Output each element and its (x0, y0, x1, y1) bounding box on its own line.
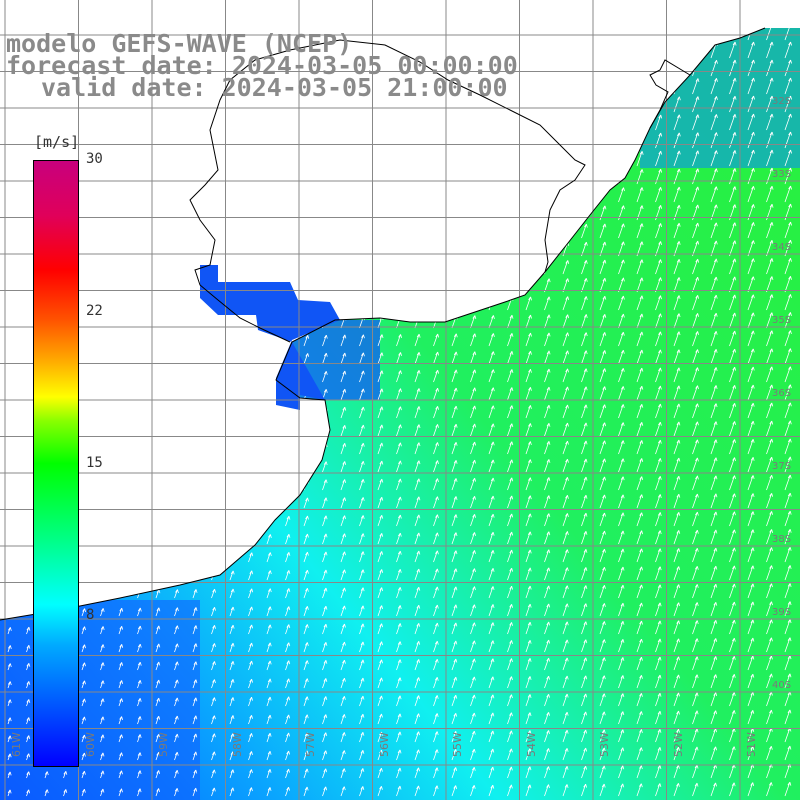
estuary-water (200, 265, 340, 410)
lon-label: 56W (377, 732, 391, 757)
forecast-date: forecast date: 2024-03-05 00:00:00 (6, 51, 518, 80)
valid-date: valid date: 2024-03-05 21:00:00 (41, 73, 508, 102)
lon-label: 57W (304, 732, 317, 757)
lagoon-coast (649, 59, 691, 129)
colorbar-unit: [m/s] (34, 133, 80, 151)
lon-label: 54W (524, 732, 538, 757)
lon-label: 59W (157, 732, 170, 757)
colorbar-tick-30: 30 (86, 151, 103, 167)
model-title: modelo GEFS-WAVE (NCEP) (6, 29, 353, 58)
river-coast (189, 39, 586, 343)
lon-label: 52W (671, 732, 685, 757)
colorbar (33, 160, 79, 767)
colorbar-tick-22: 22 (86, 303, 103, 319)
lon-label: 58W (230, 732, 244, 757)
coastline (0, 27, 766, 621)
lat-label: 35S (772, 315, 792, 326)
lon-label: 51W (745, 732, 758, 757)
lat-label: 33S (772, 169, 792, 180)
lat-label: 38S (772, 534, 792, 545)
colorbar-tick-8: 8 (86, 607, 95, 623)
colorbar-tick-15: 15 (86, 455, 103, 471)
lon-label: 53W (598, 732, 611, 757)
lon-label: 55W (451, 732, 464, 757)
lon-label: 61W (10, 732, 23, 757)
lat-label: 37S (772, 461, 792, 472)
lat-label: 39S (772, 607, 792, 618)
lon-label: 60W (83, 732, 97, 757)
lat-label: 40S (772, 680, 792, 691)
lat-label: 32S (772, 96, 792, 107)
lat-label: 34S (772, 242, 792, 253)
lat-label: 36S (772, 388, 792, 399)
